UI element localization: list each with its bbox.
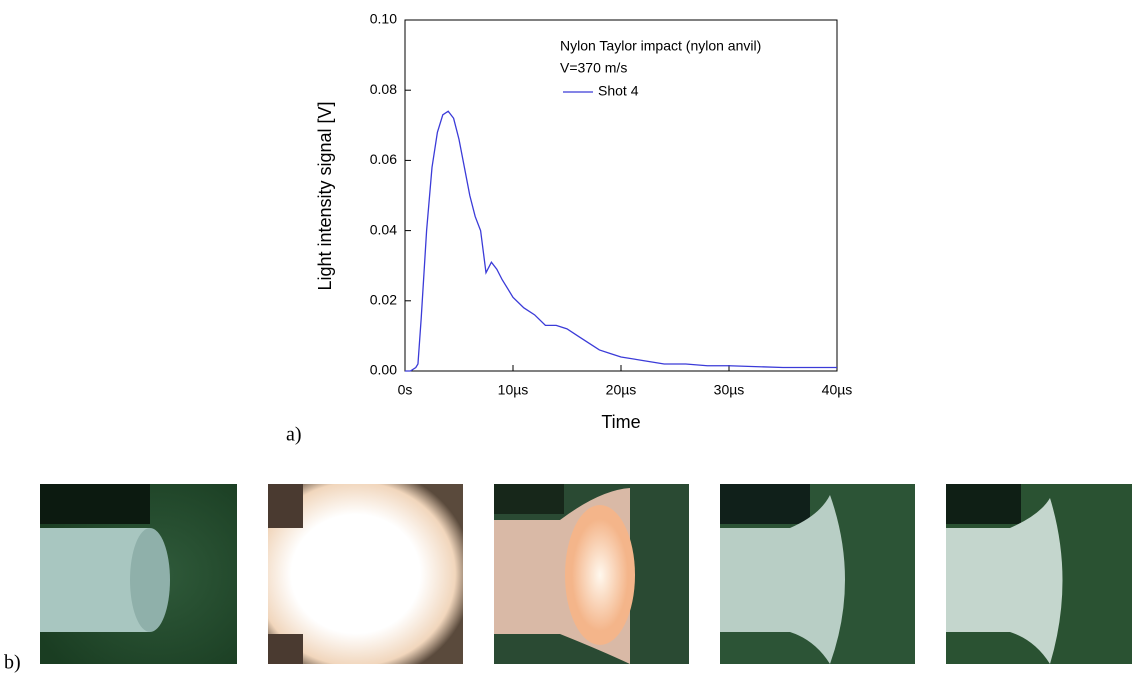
y-tick-label: 0.00 [370,362,397,378]
panel-label: b) [4,652,21,674]
x-axis-label: Time [601,412,640,432]
photo [494,484,689,664]
x-tick-label: 10µs [498,382,529,398]
x-tick-label: 40µs [822,382,853,398]
x-tick-label: 0s [398,382,413,398]
y-tick-label: 0.02 [370,292,397,308]
y-axis-label: Light intensity signal [V] [315,101,335,290]
y-tick-label: 0.04 [370,221,397,237]
x-tick-label: 20µs [606,382,637,398]
annotation: V=370 m/s [560,60,627,76]
panel-label: a) [286,424,302,446]
legend-label: Shot 4 [598,83,639,99]
y-tick-label: 0.10 [370,11,397,27]
data-line [405,110,837,372]
x-tick-label: 30µs [714,382,745,398]
photo [946,484,1132,664]
photo [268,484,463,664]
annotation: Nylon Taylor impact (nylon anvil) [560,38,761,54]
y-tick-label: 0.08 [370,81,397,97]
photo [720,484,915,664]
photo [40,484,237,664]
y-tick-label: 0.06 [370,151,397,167]
